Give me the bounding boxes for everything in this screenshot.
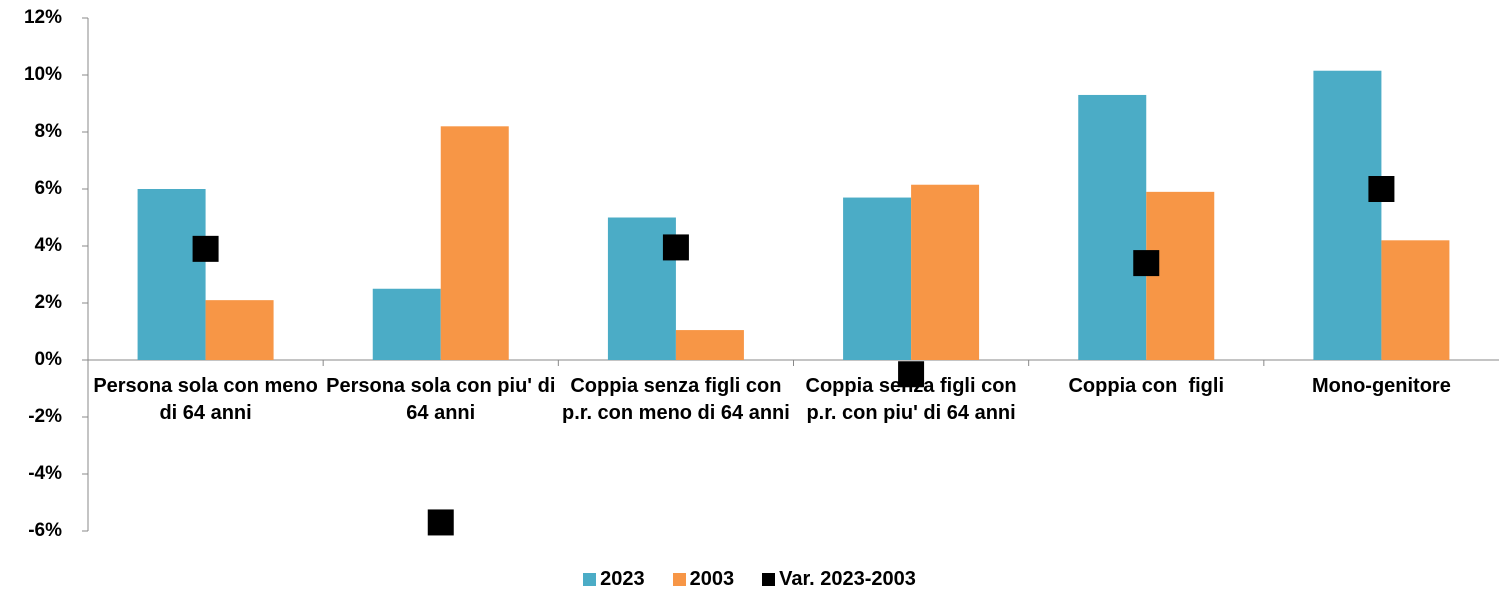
legend-item: Var. 2023-2003 [762,568,916,591]
bar [205,300,274,360]
y-tick-label: 10% [24,64,62,85]
y-tick-label: 8% [35,121,63,142]
bar [675,330,744,360]
marker [1368,176,1395,202]
x-tick-label: Persona sola con piu' di 64 anni [326,375,561,424]
x-tick-label: Coppia con figli [1068,375,1225,397]
legend-swatch [583,573,597,586]
legend-item: 2023 [583,568,645,591]
x-tick-label: Coppia senza figli con p.r. con piu' di … [805,375,1023,424]
legend: 2023 2003 Var. 2023-2003 [0,568,1499,591]
marker [1133,250,1160,277]
bar [1381,240,1450,360]
y-tick-label: -4% [28,463,62,484]
x-tick-label: Persona sola con meno di 64 anni [93,375,324,424]
bar [911,184,980,360]
x-tick-label: Mono-genitore [1311,375,1451,397]
y-tick-label: -6% [28,520,62,541]
bar [1078,94,1147,360]
legend-label: 2003 [689,568,735,590]
legend-item: 2003 [672,568,735,591]
legend-label: 2023 [600,568,645,590]
bar [1313,70,1382,360]
legend-swatch [762,573,776,586]
y-tick-label: 0% [35,349,63,370]
legend-swatch [672,573,686,586]
y-tick-label: 12% [24,7,62,28]
marker [662,234,689,261]
x-tick-label: Coppia senza figli con p.r. con meno di … [561,375,790,424]
y-tick-label: 6% [35,178,63,199]
marker [427,509,454,536]
bar [440,126,509,360]
y-tick-label: 2% [35,292,63,313]
y-tick-label: -2% [28,406,62,427]
bar [137,189,206,360]
legend-label: Var. 2023-2003 [779,568,916,590]
bar [372,288,441,360]
marker [898,361,925,388]
y-tick-label: 4% [35,235,63,256]
marker [192,235,219,262]
bar [843,197,912,360]
